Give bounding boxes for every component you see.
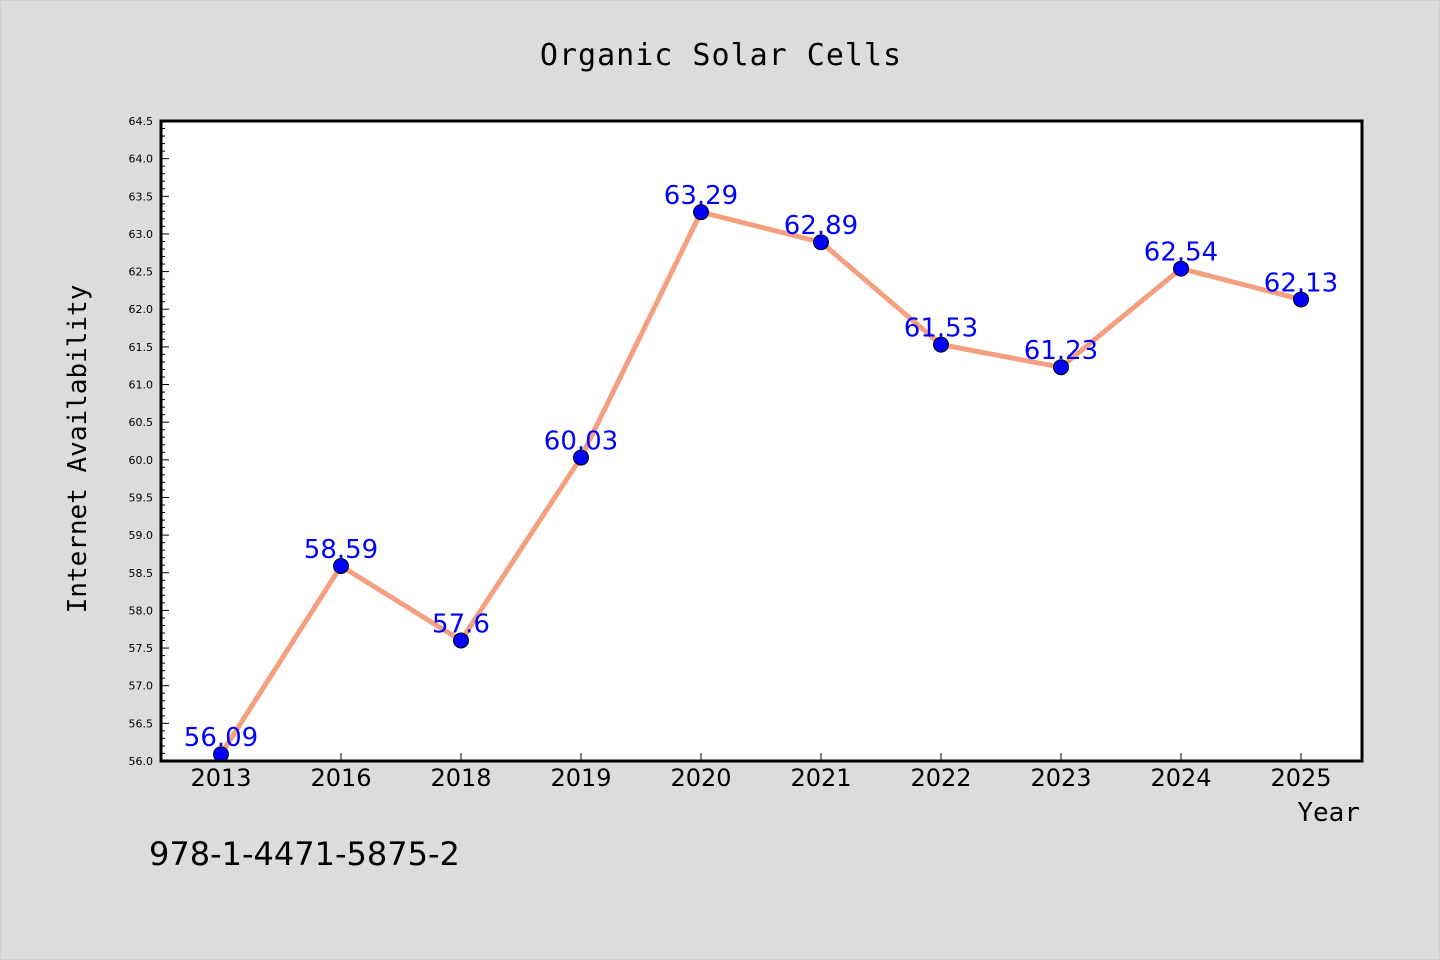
y-tick-label: 63.0	[129, 228, 154, 241]
data-labels: 56.09 58.59 57.6 60.03 63.29 62.89 61.53 61.23 6…	[184, 181, 1338, 753]
x-axis-title: Year	[1297, 798, 1360, 828]
y-tick-label: 56.0	[129, 755, 154, 768]
y-tick-label: 64.5	[129, 115, 154, 128]
x-tick-label: 2013	[190, 764, 251, 792]
data-point-label: 60.03	[544, 427, 618, 457]
data-point-marker	[1293, 291, 1309, 308]
y-tick-label: 57.5	[129, 642, 154, 655]
y-tick-label: 64.0	[129, 153, 154, 166]
data-point-label: 62.54	[1144, 238, 1218, 268]
data-point-label: 62.89	[784, 211, 858, 241]
data-point-marker	[333, 557, 349, 574]
data-point-label: 61.23	[1024, 336, 1098, 366]
x-tick-label: 2022	[910, 764, 971, 792]
y-tick-label: 61.0	[129, 379, 154, 392]
x-tick-label: 2016	[310, 764, 371, 792]
isbn-annotation: 978-1-4471-5875-2	[149, 835, 460, 873]
y-tick-label: 60.0	[129, 454, 154, 467]
data-point-marker	[933, 336, 949, 353]
y-tick-label: 58.0	[129, 604, 154, 617]
data-point-label: 61.53	[904, 314, 978, 344]
data-point-label: 58.59	[304, 535, 378, 565]
x-tick-label: 2024	[1150, 764, 1211, 792]
y-tick-label: 62.5	[129, 266, 154, 279]
y-axis-title: Internet Availability	[63, 285, 93, 614]
y-tick-label: 57.0	[129, 680, 154, 693]
y-tick-label: 62.0	[129, 303, 154, 316]
data-point-label: 62.13	[1264, 268, 1338, 298]
data-point-marker	[1053, 359, 1069, 376]
x-tick-label: 2023	[1030, 764, 1091, 792]
y-tick-label: 63.5	[129, 190, 154, 203]
data-point-marker	[693, 204, 709, 221]
series-markers	[213, 204, 1309, 763]
series-line	[218, 209, 1302, 756]
data-point-label: 56.09	[184, 723, 258, 753]
plot-frame	[159, 119, 1364, 763]
series-line-group	[218, 209, 1302, 756]
data-point-marker	[1173, 260, 1189, 277]
y-tick-label: 58.5	[129, 567, 154, 580]
x-tick-label: 2025	[1270, 764, 1331, 792]
data-point-marker	[813, 234, 829, 251]
data-point-marker	[573, 449, 589, 466]
x-axis-ticks: 2013 2016 2018 2019 2020 2021 2022 2023 2024 2025	[190, 753, 1332, 792]
x-tick-label: 2020	[670, 764, 731, 792]
data-point-label: 57.6	[432, 610, 490, 640]
x-tick-label: 2019	[550, 764, 611, 792]
chart-title: Organic Solar Cells	[540, 38, 902, 73]
y-tick-label: 60.5	[129, 416, 154, 429]
y-tick-label: 56.5	[129, 717, 154, 730]
x-tick-label: 2021	[790, 764, 851, 792]
y-tick-label: 61.5	[129, 341, 154, 354]
data-point-label: 63.29	[664, 181, 738, 211]
plot-area	[161, 121, 1362, 761]
x-tick-label: 2018	[430, 764, 491, 792]
data-point-marker	[453, 632, 469, 649]
y-tick-label: 59.5	[129, 491, 154, 504]
y-tick-label: 59.0	[129, 529, 154, 542]
